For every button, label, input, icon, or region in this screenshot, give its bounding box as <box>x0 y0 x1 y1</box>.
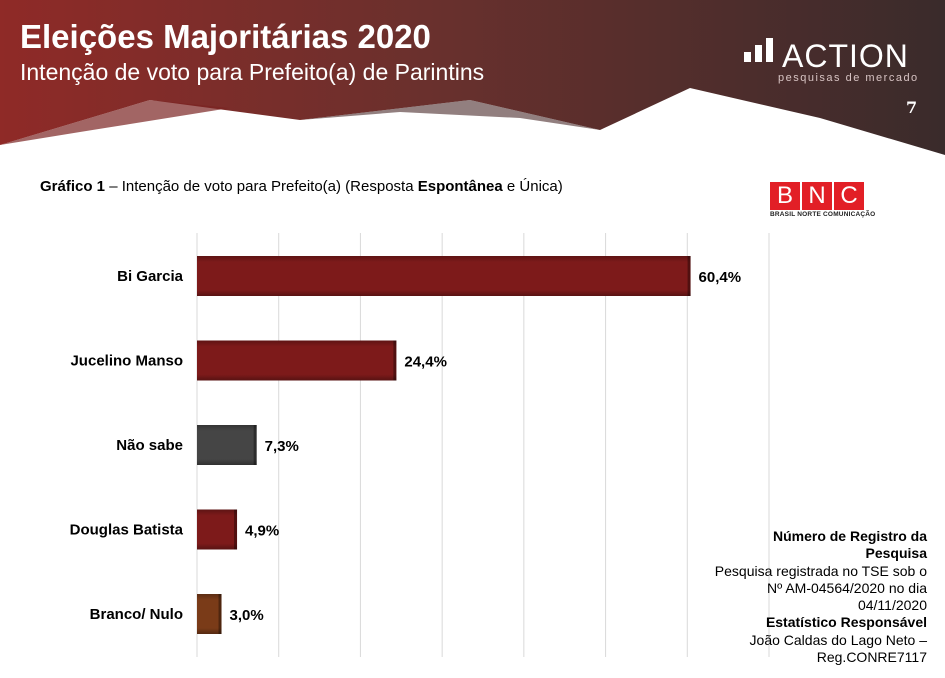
bar-shade <box>197 340 397 381</box>
page-subtitle: Intenção de voto para Prefeito(a) de Par… <box>20 59 485 85</box>
chart-bars <box>197 256 691 634</box>
notes-registration-date: 04/11/2020 <box>857 597 927 614</box>
bnc-letter-c: C <box>834 182 864 210</box>
bar <box>197 509 238 550</box>
bar-shade <box>197 509 238 550</box>
vote-intention-chart: Bi Garcia Jucelino Manso Não sabe Douglas B… <box>70 233 770 657</box>
bar-edge <box>218 594 222 634</box>
bar-edge <box>253 425 257 465</box>
category-label: Branco/ Nulo <box>90 606 183 623</box>
bar-edge <box>393 340 397 381</box>
data-label: 7,3% <box>265 438 299 455</box>
chart-data-labels: 60,4% 24,4% 7,3% 4,9% 3,0% <box>230 269 742 624</box>
survey-registration-notes: Número de Registro da Pesquisa Pesquisa … <box>667 528 927 666</box>
data-label: 3,0% <box>230 607 264 624</box>
bar <box>197 425 257 465</box>
category-label: Bi Garcia <box>117 268 184 285</box>
caption-label: Gráfico 1 <box>40 178 106 195</box>
bar-shade <box>197 594 222 634</box>
data-label: 4,9% <box>245 523 279 540</box>
notes-registration-line1: Pesquisa registrada no TSE sob o <box>714 562 927 579</box>
bar-chart-icon <box>744 38 773 62</box>
header-banner: Eleições Majoritárias 2020 Intenção de v… <box>0 0 945 160</box>
category-label: Douglas Batista <box>70 522 184 539</box>
notes-statistician-heading: Estatístico Responsável <box>765 614 927 631</box>
action-logo-word: ACTION <box>782 38 909 74</box>
action-logo: ACTION pesquisas de mercado <box>744 38 934 88</box>
bar <box>197 594 222 634</box>
caption-emphasis: Espontânea <box>417 178 503 195</box>
category-label: Não sabe <box>116 437 183 454</box>
data-label: 60,4% <box>699 269 742 286</box>
notes-statistician-reg: Reg.CONRE7117 <box>816 649 927 666</box>
bar-edge <box>234 509 238 550</box>
bar <box>197 340 397 381</box>
data-label: 24,4% <box>404 354 447 371</box>
caption-text-1: – Intenção de voto para Prefeito(a) (Res… <box>105 178 418 195</box>
action-logo-tagline: pesquisas de mercado <box>778 72 919 84</box>
bar-shade <box>197 425 257 465</box>
caption-text-2: e Única) <box>502 178 563 195</box>
bar-shade <box>197 256 691 296</box>
bnc-logo: B N C BRASIL NORTE COMUNICAÇÃO <box>770 182 876 222</box>
bnc-letter-b: B <box>770 182 800 210</box>
bnc-logo-subtitle: BRASIL NORTE COMUNICAÇÃO <box>770 211 876 218</box>
page-number: 7 <box>906 98 918 117</box>
page-title: Eleições Majoritárias 2020 <box>20 18 431 55</box>
notes-registration-line2: Nº AM-04564/2020 no dia <box>766 579 927 596</box>
category-label: Jucelino Manso <box>70 353 183 370</box>
bnc-letter-n: N <box>802 182 832 210</box>
bar-edge <box>687 256 691 296</box>
notes-heading-line2: Pesquisa <box>865 545 927 562</box>
chart-category-labels: Bi Garcia Jucelino Manso Não sabe Douglas B… <box>70 268 184 623</box>
chart-caption: Gráfico 1 – Intenção de voto para Prefei… <box>40 178 563 195</box>
notes-heading-line1: Número de Registro da <box>772 528 927 544</box>
header-background <box>0 0 945 155</box>
bar <box>197 256 691 296</box>
notes-statistician-name: João Caldas do Lago Neto – <box>749 631 927 648</box>
